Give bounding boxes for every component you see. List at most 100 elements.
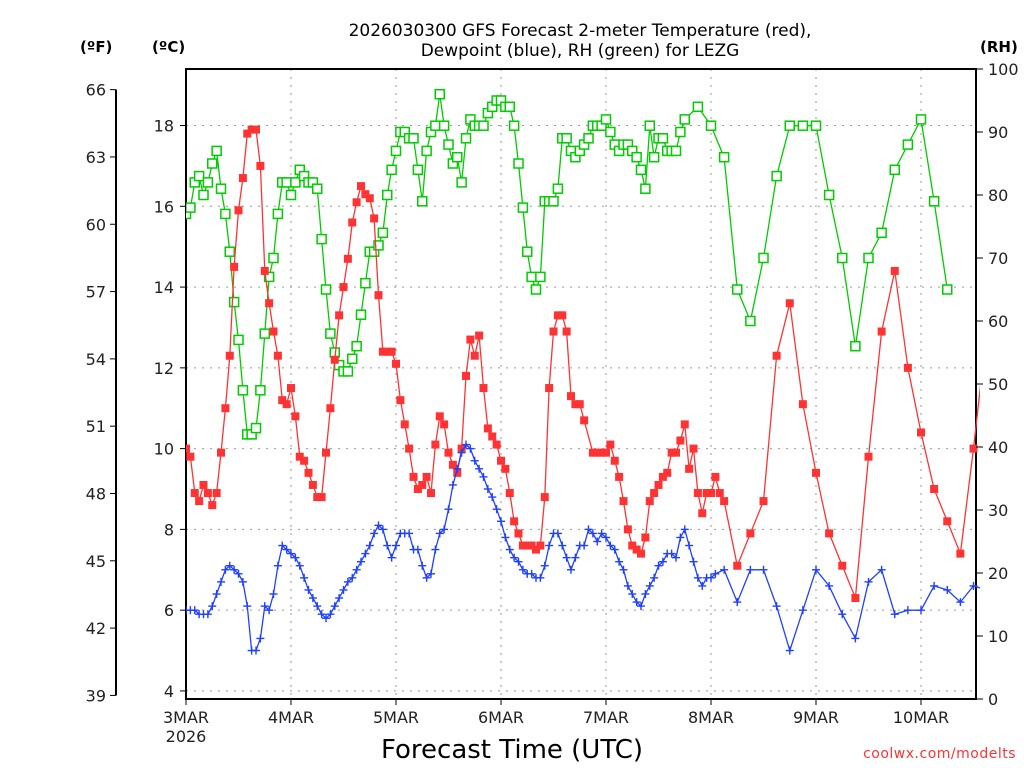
rh-point xyxy=(215,183,227,194)
temperature-point xyxy=(567,392,575,401)
x-tick-label: 7MAR xyxy=(583,708,629,727)
temperature-point xyxy=(943,517,952,526)
temperature-point xyxy=(602,448,610,457)
temperature-point xyxy=(405,444,414,453)
dewpoint-point xyxy=(540,561,549,570)
temperature-point xyxy=(497,456,505,465)
dewpoint-point xyxy=(825,581,834,590)
rh-point xyxy=(942,284,953,295)
celsius-unit-label: (ºC) xyxy=(152,38,185,56)
temperature-point xyxy=(308,480,317,489)
rh-point xyxy=(281,177,292,188)
fahrenheit-tick-label: 63 xyxy=(86,148,106,167)
temperature-point xyxy=(444,448,453,457)
temperature-point xyxy=(536,541,545,550)
dewpoint-point xyxy=(956,598,965,607)
rh-point xyxy=(810,120,822,131)
rh-point xyxy=(272,208,284,220)
rh-series xyxy=(186,88,953,440)
temperature-point xyxy=(300,456,309,465)
temperature-point xyxy=(628,541,637,550)
temperature-point xyxy=(864,452,873,461)
temperature-point xyxy=(553,311,562,320)
grid xyxy=(186,69,976,699)
rh-unit-label: (RH) xyxy=(980,38,1018,56)
temperature-point xyxy=(260,266,269,275)
rh-point xyxy=(325,328,336,339)
temperature-point xyxy=(689,444,698,453)
dewpoint-point xyxy=(527,569,536,578)
dewpoint-point xyxy=(514,557,523,566)
temperature-point xyxy=(676,436,685,445)
dewpoint-point xyxy=(593,537,602,546)
temperature-point xyxy=(431,440,440,449)
dewpoint-point xyxy=(606,541,615,550)
rh-point xyxy=(198,189,209,201)
temperature-point xyxy=(562,327,571,336)
credit-link[interactable]: coolwx.com/modelts xyxy=(863,746,1016,762)
rh-point xyxy=(670,145,682,157)
temperature-point xyxy=(427,489,435,498)
dewpoint-point xyxy=(890,610,899,619)
dewpoint-point xyxy=(457,448,466,457)
temperature-point xyxy=(685,464,694,473)
temperature-point xyxy=(466,335,475,344)
temperature-point xyxy=(269,327,278,336)
rh-point xyxy=(600,114,612,125)
dewpoint-point xyxy=(597,529,606,538)
x-tick-label: 5MAR xyxy=(373,708,419,727)
dewpoint-point xyxy=(431,545,440,554)
fahrenheit-tick-label: 45 xyxy=(86,552,106,571)
rh-point xyxy=(417,196,428,207)
dewpoint-point xyxy=(615,557,624,566)
temperature-point xyxy=(422,472,431,481)
temperature-point xyxy=(523,541,532,550)
temperature-point xyxy=(930,485,939,493)
rh-point xyxy=(224,246,235,257)
dewpoint-point xyxy=(475,464,484,473)
rh-tick-label: 10 xyxy=(988,627,1008,646)
fahrenheit-tick-label: 60 xyxy=(86,215,106,234)
temperature-point xyxy=(361,190,370,199)
temperature-point xyxy=(597,448,606,457)
dewpoint-point xyxy=(252,646,260,655)
temperature-point xyxy=(343,254,352,263)
temperature-point xyxy=(265,299,274,308)
dewpoint-point xyxy=(295,561,304,570)
rh-point xyxy=(373,240,384,251)
dewpoint-point xyxy=(851,634,860,643)
rh-point xyxy=(863,252,874,264)
dewpoint-point xyxy=(510,553,519,562)
temperature-point xyxy=(711,472,720,481)
rh-point xyxy=(237,385,249,396)
temperature-point xyxy=(378,347,387,356)
rh-point xyxy=(522,246,533,257)
temperature-point xyxy=(637,549,645,558)
temperature-point xyxy=(693,489,702,498)
fahrenheit-unit-label: (ºF) xyxy=(80,38,112,56)
dewpoint-point xyxy=(470,456,479,465)
temperature-point xyxy=(510,517,519,526)
rh-point xyxy=(561,133,572,144)
temperature-point xyxy=(483,424,492,433)
rh-point xyxy=(517,202,529,213)
rh-tick-label: 100 xyxy=(988,60,1019,79)
fahrenheit-tick-label: 54 xyxy=(86,350,106,369)
dewpoint-point xyxy=(610,545,619,554)
dewpoint-point xyxy=(352,565,361,574)
rh-tick-label: 90 xyxy=(988,123,1008,142)
x-tick-label: 6MAR xyxy=(478,708,524,727)
temperature-point xyxy=(838,561,847,570)
celsius-tick-label: 10 xyxy=(154,440,174,459)
rh-tick-label: 0 xyxy=(988,690,998,709)
temperature-point xyxy=(295,452,304,461)
rh-point xyxy=(211,145,222,157)
rh-point xyxy=(233,334,244,346)
rh-point xyxy=(631,151,642,163)
dewpoint-point xyxy=(208,602,217,611)
dewpoint-point xyxy=(287,549,295,558)
chart-title-line2: Dewpoint (blue), RH (green) for LEZG xyxy=(421,41,740,61)
dewpoint-point xyxy=(278,541,287,550)
rh-point xyxy=(342,366,354,377)
rh-point xyxy=(513,158,524,169)
